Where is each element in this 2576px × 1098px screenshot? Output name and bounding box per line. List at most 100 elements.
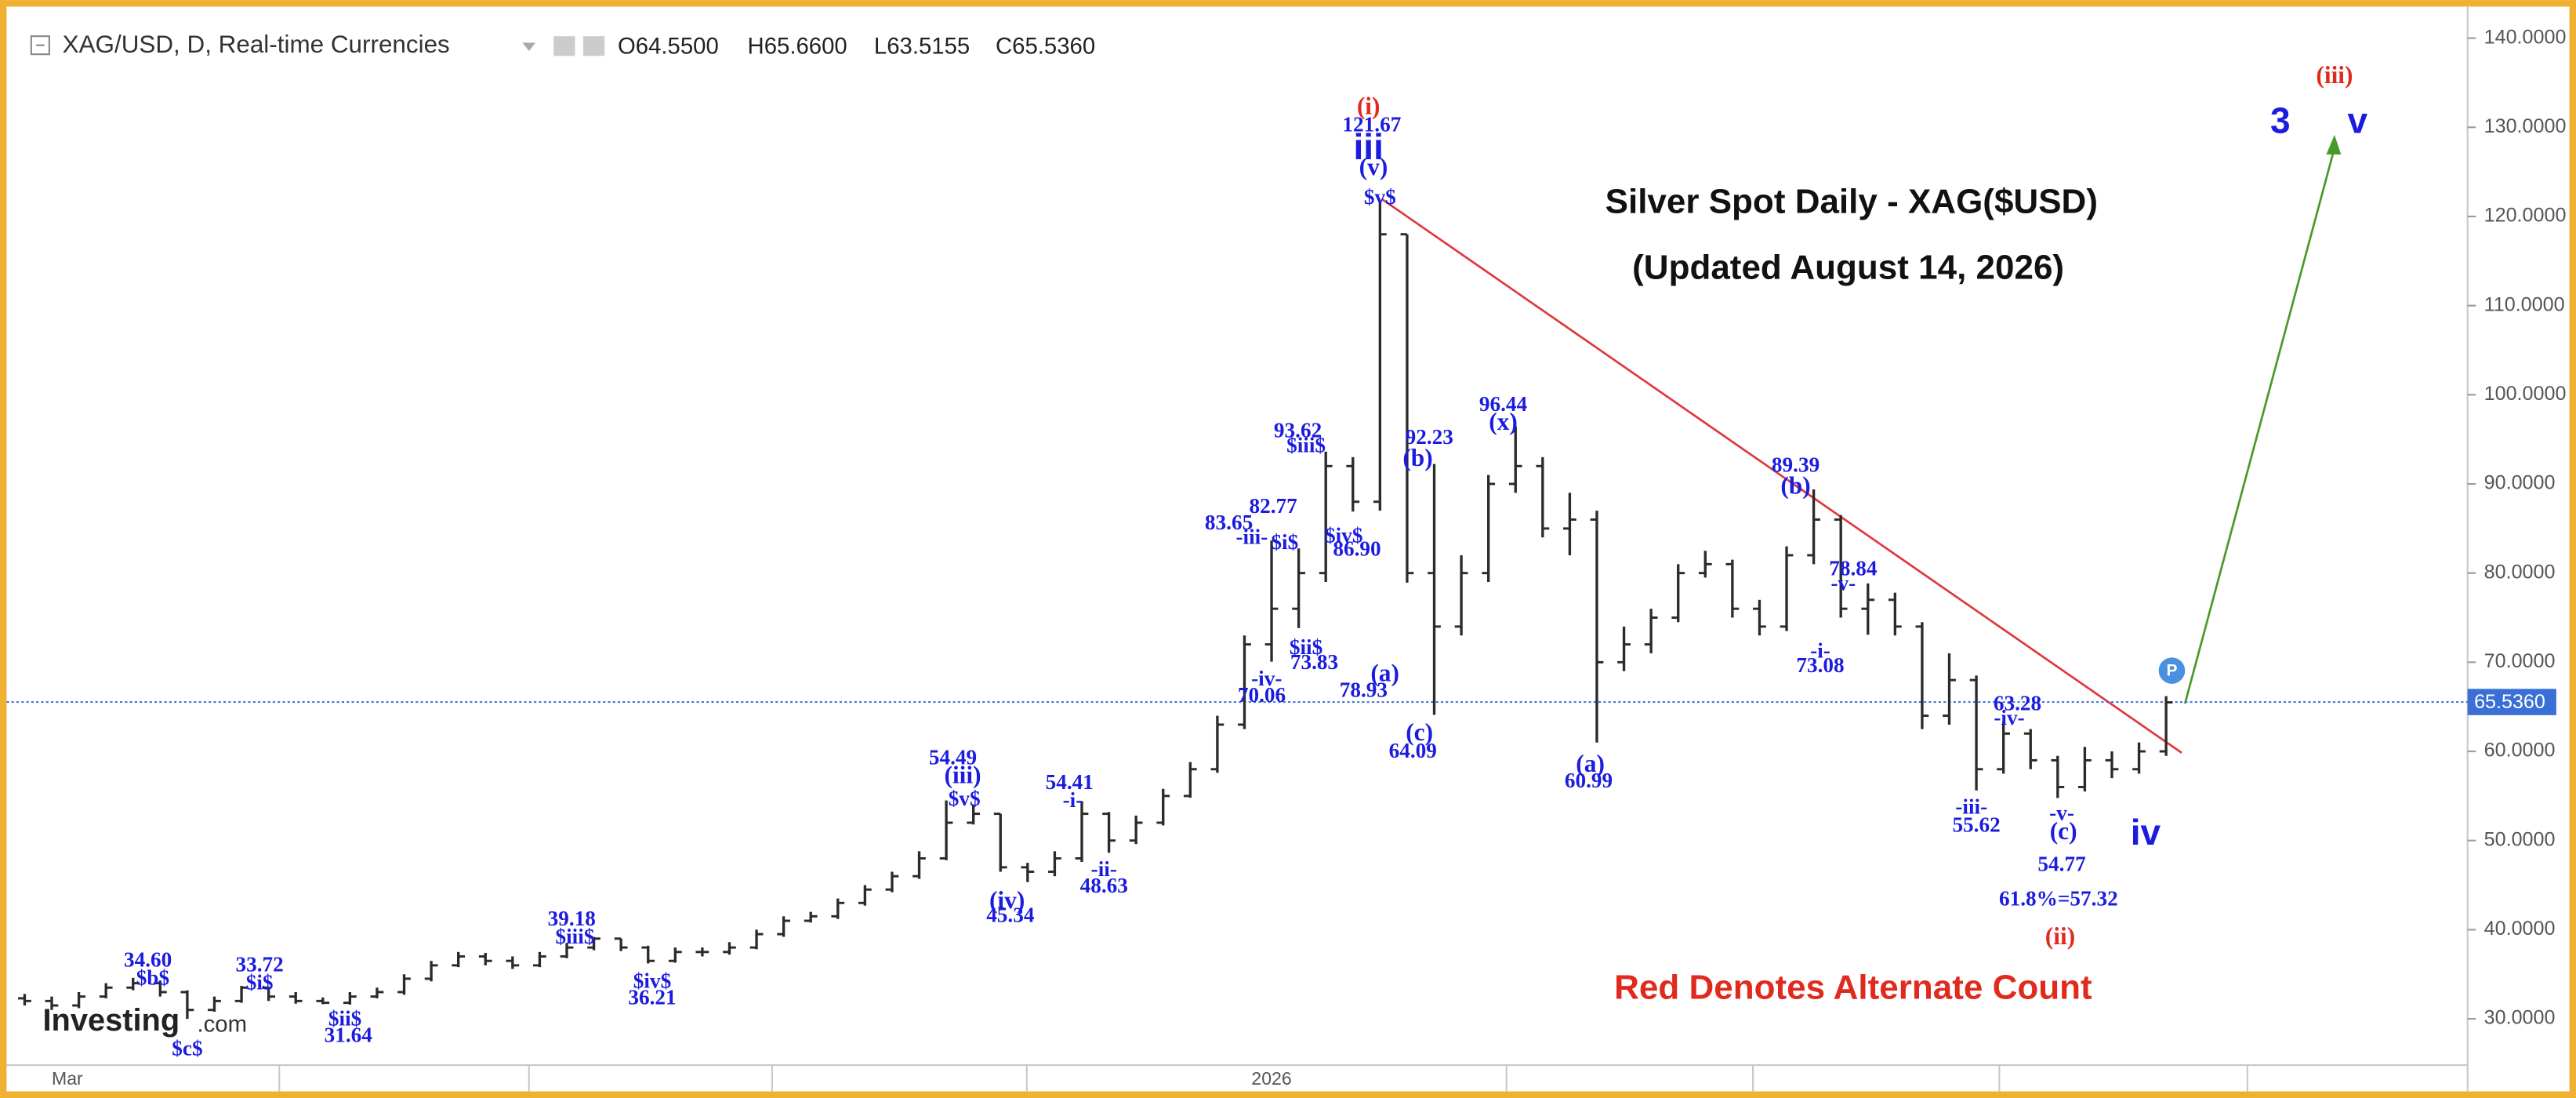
wave-label: 64.09: [1389, 739, 1437, 762]
wave-label: (a): [1576, 750, 1605, 777]
ohlc-bar: [587, 936, 600, 951]
ohlc-bar: [1536, 456, 1550, 538]
position-marker[interactable]: [2158, 657, 2186, 684]
y-tick-label: 100.0000: [2484, 383, 2567, 405]
wave-label: (v): [1359, 153, 1388, 180]
ohlc-bar: [641, 945, 655, 964]
wave-label: $ii$: [1290, 635, 1322, 659]
ohlc-low: L63.5155: [874, 34, 970, 60]
ohlc-bar: [45, 996, 59, 1010]
wave-label: $v$: [949, 787, 981, 810]
ohlc-bar: [668, 947, 682, 963]
y-tick-label: 110.0000: [2484, 293, 2565, 315]
wave-label: 83.65: [1205, 511, 1253, 534]
ohlc-bar: [506, 956, 520, 969]
ohlc-bar: [288, 991, 303, 1004]
x-tick-label: 2026: [1251, 1068, 1291, 1089]
wave-label: (c): [2050, 817, 2077, 845]
y-tick-label: 120.0000: [2484, 205, 2567, 227]
ohlc-bar: [1861, 583, 1875, 635]
x-tick-label: Mar: [52, 1068, 83, 1089]
ohlc-bar: [2023, 729, 2037, 769]
ohlc-bar: [1292, 548, 1306, 628]
y-tick-label: 40.0000: [2484, 918, 2556, 940]
wave-label: 48.63: [1080, 874, 1128, 897]
wave-label: 54.49: [929, 745, 977, 769]
header-icons: [30, 35, 605, 56]
wave-label: $i$: [1271, 530, 1298, 554]
wave-label: (x): [1489, 408, 1518, 435]
wave-degree-label: iv: [2131, 812, 2161, 853]
ohlc-bar: [452, 951, 466, 968]
ohlc-bar: [1482, 474, 1496, 583]
last-price-label: 65.5360: [2474, 691, 2545, 713]
wave-label: (iii): [944, 762, 981, 789]
ohlc-bar: [424, 961, 438, 982]
visibility-icon[interactable]: [553, 36, 575, 56]
wave-label: $iii$: [556, 925, 595, 948]
wave-label: 96.44: [1479, 392, 1528, 416]
ohlc-bar: [1264, 540, 1279, 662]
ohlc-bar: [939, 800, 953, 860]
wave-label: 89.39: [1772, 453, 1820, 476]
symbol-dropdown[interactable]: [522, 42, 536, 52]
y-tick-label: 130.0000: [2484, 115, 2567, 137]
last-price-box: [2467, 689, 2556, 715]
ohlc-bar: [1671, 564, 1685, 623]
wave-label: (b): [1402, 444, 1432, 471]
settings-icon[interactable]: [582, 36, 605, 56]
ohlc-bar: [1997, 722, 2011, 774]
wave-label: (iv): [989, 886, 1025, 914]
wave-label: 34.60: [124, 947, 172, 971]
wave-label: 61.8%=57.32: [1999, 887, 2118, 911]
ohlc-bar: [614, 937, 628, 951]
ohlc-bar: [343, 991, 357, 1005]
ohlc-bar: [1563, 493, 1576, 555]
ohlc-bar: [885, 871, 899, 893]
ohlc-bar: [2051, 755, 2065, 798]
wave-label: 45.34: [986, 903, 1035, 927]
wave-label: 86.90: [1333, 536, 1381, 560]
wave-label: -v-: [1830, 571, 1856, 594]
alternate-wave-label: (i): [1357, 93, 1381, 120]
wave-label: (b): [1780, 472, 1810, 500]
ohlc-bar: [370, 987, 384, 998]
wave-degree-label: 3: [2270, 100, 2291, 140]
ohlc-bar: [560, 943, 574, 958]
time-separators: [278, 1065, 2248, 1092]
ohlc-bar: [18, 994, 31, 1006]
ohlc-high: H65.6600: [748, 34, 847, 60]
wave-degree-label: iii: [1353, 126, 1383, 167]
projection-arrow-head: [2326, 134, 2342, 155]
wave-label: 60.99: [1565, 769, 1613, 792]
collapse-icon[interactable]: [30, 35, 50, 56]
wave-label: 33.72: [235, 953, 283, 976]
ohlc-bar: [72, 991, 85, 1009]
wave-label: -i-: [1810, 638, 1830, 662]
ohlc-bar: [1021, 863, 1035, 882]
wave-label: 55.62: [1952, 813, 2000, 836]
ohlc-bar: [1834, 514, 1848, 618]
wave-label: 63.28: [1994, 691, 2041, 714]
wave-label: -i-: [1063, 788, 1083, 812]
ohlc-bar: [1373, 202, 1387, 511]
wave-label: 54.77: [2037, 853, 2085, 876]
ohlc-bar: [1075, 801, 1089, 862]
y-tick-label: 80.0000: [2484, 561, 2556, 583]
ohlc-bar: [777, 916, 791, 937]
wave-label: -iv-: [1994, 706, 2024, 729]
ohlc-bar: [912, 851, 926, 879]
wave-label: $ii$: [328, 1007, 361, 1031]
ohlc-bar: [234, 986, 249, 1003]
ohlc-bar: [1725, 559, 1740, 618]
wave-label: $iv$: [1325, 524, 1362, 547]
y-tick-label: 70.0000: [2484, 650, 2556, 672]
chart-subtitle: (Updated August 14, 2026): [1632, 248, 2064, 286]
ohlc-bar: [126, 977, 140, 991]
ohlc-open: O64.5500: [618, 34, 719, 60]
ohlc-bar: [1183, 762, 1197, 798]
ohlc-bar: [153, 980, 167, 997]
ohlc-bar: [1915, 622, 1929, 729]
ohlc-bar: [1156, 788, 1170, 826]
